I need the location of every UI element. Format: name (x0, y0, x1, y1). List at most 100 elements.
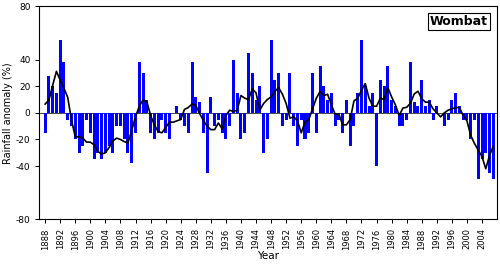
Bar (186, 113, 190, 133)
Bar (224, 113, 228, 139)
Bar (89, 113, 92, 133)
Bar (454, 93, 457, 113)
Bar (100, 113, 103, 159)
Bar (92, 113, 96, 159)
Bar (296, 113, 299, 146)
Bar (160, 113, 164, 120)
Bar (130, 113, 134, 163)
Bar (108, 113, 110, 146)
Bar (62, 62, 66, 113)
Bar (51, 86, 54, 113)
Bar (338, 113, 340, 120)
Bar (149, 113, 152, 133)
Bar (341, 113, 344, 133)
Bar (115, 113, 118, 126)
Bar (420, 79, 424, 113)
Bar (382, 86, 386, 113)
Bar (466, 113, 468, 120)
Bar (134, 113, 137, 133)
Bar (390, 100, 393, 113)
Bar (153, 113, 156, 139)
Bar (473, 113, 476, 120)
Bar (428, 100, 431, 113)
Bar (232, 60, 235, 113)
Bar (240, 113, 242, 139)
Bar (458, 106, 461, 113)
Bar (217, 113, 220, 120)
Bar (112, 113, 114, 153)
Bar (213, 113, 216, 126)
Bar (243, 113, 246, 133)
Bar (142, 73, 144, 113)
Bar (345, 100, 348, 113)
Bar (254, 100, 258, 113)
Bar (469, 113, 472, 139)
Bar (262, 113, 265, 153)
Bar (405, 113, 408, 120)
Bar (375, 113, 378, 166)
Bar (168, 113, 171, 139)
Bar (304, 113, 306, 139)
Bar (432, 113, 434, 120)
Bar (412, 102, 416, 113)
Bar (480, 113, 484, 159)
Bar (284, 113, 288, 120)
Bar (122, 113, 126, 139)
Bar (492, 113, 495, 179)
Bar (311, 73, 314, 113)
Y-axis label: Rainfall anomaly (%): Rainfall anomaly (%) (3, 62, 13, 164)
Bar (281, 113, 284, 126)
Bar (488, 113, 491, 173)
Bar (277, 73, 280, 113)
Bar (85, 113, 88, 120)
Bar (66, 113, 69, 120)
Bar (266, 113, 269, 139)
Bar (484, 113, 488, 153)
Bar (78, 113, 80, 153)
Bar (356, 93, 359, 113)
Bar (476, 113, 480, 179)
Bar (416, 106, 420, 113)
Bar (318, 66, 322, 113)
Bar (202, 113, 205, 133)
Bar (247, 53, 250, 113)
Bar (258, 86, 262, 113)
Bar (146, 100, 148, 113)
Bar (190, 62, 194, 113)
Bar (194, 97, 198, 113)
Bar (409, 62, 412, 113)
Bar (96, 113, 100, 153)
Bar (44, 113, 46, 133)
Bar (462, 113, 464, 120)
Bar (138, 62, 141, 113)
Bar (74, 113, 77, 139)
Bar (352, 113, 356, 126)
Bar (183, 113, 186, 126)
X-axis label: Year: Year (258, 251, 280, 261)
Bar (251, 73, 254, 113)
Bar (119, 113, 122, 126)
Bar (386, 66, 390, 113)
Bar (288, 73, 292, 113)
Bar (164, 113, 167, 133)
Bar (70, 113, 73, 126)
Bar (348, 113, 352, 146)
Bar (402, 113, 404, 126)
Bar (315, 113, 318, 133)
Bar (326, 100, 329, 113)
Bar (443, 113, 446, 126)
Bar (292, 113, 295, 126)
Bar (379, 79, 382, 113)
Bar (364, 86, 367, 113)
Bar (198, 102, 201, 113)
Bar (48, 76, 50, 113)
Bar (55, 93, 58, 113)
Bar (228, 113, 231, 126)
Bar (334, 113, 336, 126)
Bar (210, 97, 212, 113)
Bar (372, 93, 374, 113)
Bar (236, 93, 238, 113)
Bar (58, 40, 61, 113)
Bar (300, 113, 302, 120)
Bar (156, 113, 160, 133)
